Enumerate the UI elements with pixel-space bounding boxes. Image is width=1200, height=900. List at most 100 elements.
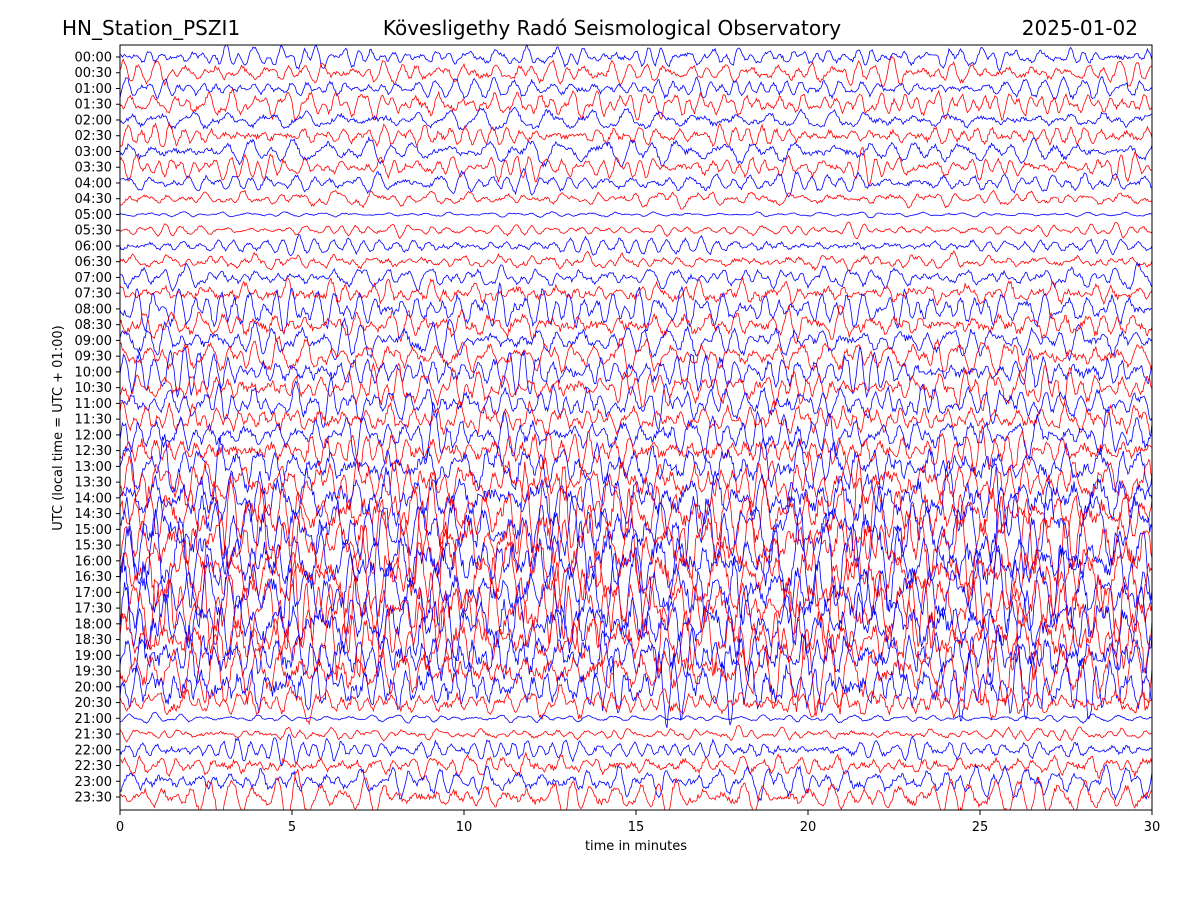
- chart-title: Kövesligethy Radó Seismological Observat…: [383, 16, 841, 40]
- seismic-trace-18:00: [120, 582, 1152, 662]
- seismic-trace-09:30: [120, 335, 1152, 378]
- y-tick-label: 13:00: [75, 460, 112, 475]
- y-tick-label: 13:30: [75, 476, 112, 491]
- y-tick-label: 11:30: [75, 413, 112, 428]
- x-axis-label: time in minutes: [585, 839, 687, 854]
- y-tick-label: 05:00: [75, 208, 112, 223]
- y-tick-label: 07:00: [75, 271, 112, 286]
- y-tick-label: 06:30: [75, 255, 112, 270]
- seismic-trace-00:00: [120, 45, 1152, 71]
- y-tick-label: 15:30: [75, 539, 112, 554]
- seismic-trace-23:30: [120, 769, 1152, 810]
- y-tick-label: 10:30: [75, 381, 112, 396]
- seismic-trace-14:00: [120, 457, 1152, 535]
- y-tick-label: 01:00: [75, 82, 112, 97]
- seismic-trace-15:30: [120, 488, 1152, 605]
- seismic-trace-21:00: [120, 711, 1152, 725]
- y-tick-label: 04:30: [75, 192, 112, 207]
- y-tick-label: 18:00: [75, 617, 112, 632]
- seismic-trace-06:00: [120, 234, 1152, 257]
- seismic-trace-20:30: [120, 683, 1152, 726]
- seismic-trace-16:30: [120, 525, 1152, 629]
- seismic-trace-03:30: [120, 146, 1152, 186]
- x-tick-label: 20: [800, 820, 817, 835]
- seismic-trace-08:30: [120, 304, 1152, 344]
- seismic-trace-15:00: [120, 481, 1152, 582]
- y-tick-label: 12:30: [75, 444, 112, 459]
- seismic-trace-14:30: [120, 457, 1152, 564]
- x-tick-label: 25: [972, 820, 989, 835]
- seismic-trace-02:30: [120, 121, 1152, 148]
- seismic-trace-22:00: [120, 734, 1152, 767]
- y-tick-label: 01:30: [75, 98, 112, 113]
- seismic-trace-01:30: [120, 88, 1152, 123]
- y-tick-label: 08:00: [75, 302, 112, 317]
- seismic-trace-07:30: [120, 276, 1152, 306]
- seismic-trace-17:30: [120, 551, 1152, 654]
- seismic-trace-07:00: [120, 261, 1152, 292]
- y-tick-label: 05:30: [75, 224, 112, 239]
- y-tick-label: 06:00: [75, 239, 112, 254]
- seismic-trace-20:00: [120, 643, 1152, 728]
- y-tick-label: 07:30: [75, 287, 112, 302]
- date-label: 2025-01-02: [1022, 16, 1138, 40]
- y-tick-label: 15:00: [75, 523, 112, 538]
- seismic-trace-11:00: [120, 376, 1152, 431]
- y-tick-label: 03:30: [75, 161, 112, 176]
- seismic-trace-05:30: [120, 221, 1152, 240]
- seismic-trace-05:00: [120, 211, 1152, 219]
- y-tick-label: 00:30: [75, 66, 112, 81]
- y-tick-label: 03:00: [75, 145, 112, 160]
- y-tick-label: 22:30: [75, 759, 112, 774]
- seismic-trace-21:30: [120, 725, 1152, 743]
- y-axis: 00:0000:3001:0001:3002:0002:3003:0003:30…: [75, 51, 120, 806]
- seismic-trace-02:00: [120, 106, 1152, 131]
- y-tick-label: 19:30: [75, 665, 112, 680]
- y-tick-label: 21:30: [75, 728, 112, 743]
- y-tick-label: 09:30: [75, 350, 112, 365]
- x-tick-label: 0: [116, 820, 124, 835]
- x-tick-label: 30: [1144, 820, 1161, 835]
- y-tick-label: 02:00: [75, 113, 112, 128]
- seismic-trace-04:30: [120, 189, 1152, 210]
- seismic-trace-19:00: [120, 625, 1152, 685]
- seismic-trace-12:00: [120, 401, 1152, 463]
- seismic-trace-10:00: [120, 346, 1152, 399]
- traces: [120, 45, 1152, 810]
- y-tick-label: 17:30: [75, 602, 112, 617]
- seismic-trace-10:30: [120, 362, 1152, 411]
- plot-frame: [119, 44, 1153, 811]
- x-tick-label: 5: [288, 820, 296, 835]
- y-tick-label: 10:00: [75, 365, 112, 380]
- y-tick-label: 14:30: [75, 507, 112, 522]
- seismic-trace-00:30: [120, 55, 1152, 88]
- seismic-trace-06:30: [120, 250, 1152, 272]
- x-axis: 0 5 10 15 20 25 30: [116, 810, 1160, 835]
- y-axis-label: UTC (local time = UTC + 01:00): [51, 325, 66, 530]
- y-tick-label: 08:30: [75, 318, 112, 333]
- seismic-trace-11:30: [120, 398, 1152, 436]
- y-tick-label: 17:00: [75, 586, 112, 601]
- seismic-trace-17:00: [120, 544, 1152, 640]
- y-tick-label: 20:00: [75, 680, 112, 695]
- y-tick-label: 02:30: [75, 129, 112, 144]
- y-tick-label: 14:00: [75, 491, 112, 506]
- x-tick-label: 15: [628, 820, 645, 835]
- seismic-trace-22:30: [120, 751, 1152, 780]
- y-tick-label: 18:30: [75, 633, 112, 648]
- seismic-trace-23:00: [120, 764, 1152, 803]
- seismic-trace-04:00: [120, 167, 1152, 198]
- station-label: HN_Station_PSZI1: [62, 16, 240, 40]
- y-tick-label: 22:00: [75, 743, 112, 758]
- seismic-trace-19:30: [120, 627, 1152, 717]
- seismic-trace-13:00: [120, 434, 1152, 501]
- seismic-trace-16:00: [120, 507, 1152, 615]
- y-tick-label: 09:00: [75, 334, 112, 349]
- seismic-trace-13:30: [120, 452, 1152, 509]
- y-tick-label: 19:00: [75, 649, 112, 664]
- seismic-trace-03:00: [120, 136, 1152, 168]
- seismic-trace-12:30: [120, 425, 1152, 476]
- y-tick-label: 16:30: [75, 570, 112, 585]
- y-tick-label: 23:30: [75, 791, 112, 806]
